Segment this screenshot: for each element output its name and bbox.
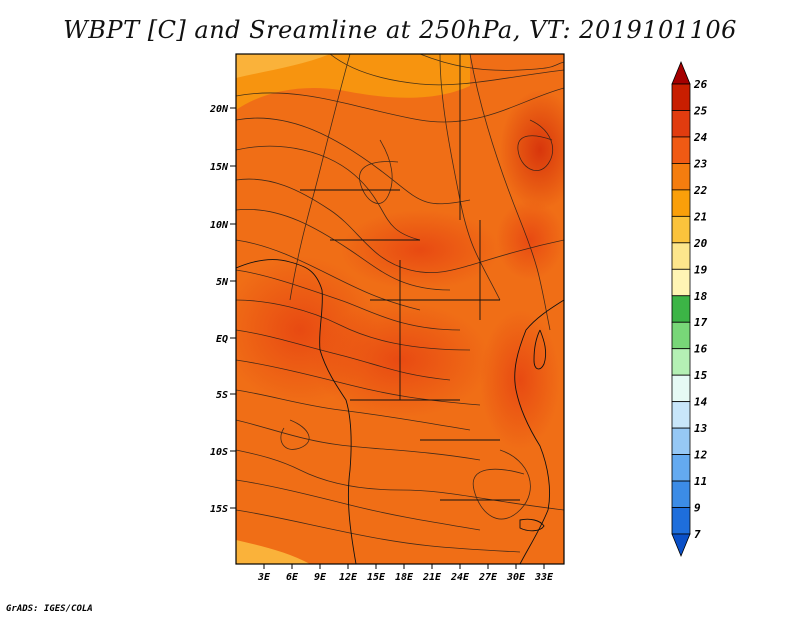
colorbar-label: 11 — [694, 475, 707, 488]
colorbar-label: 16 — [694, 343, 708, 356]
colorbar-swatch — [671, 163, 691, 191]
colorbar-swatch — [671, 401, 691, 429]
colorbar-swatch — [671, 454, 691, 482]
colorbar-swatch — [671, 242, 691, 270]
lat-label: 15S — [210, 504, 228, 515]
lon-label: 12E — [339, 572, 358, 583]
lat-label: EQ — [216, 334, 228, 345]
colorbar-swatch — [671, 507, 691, 535]
colorbar-swatch — [671, 427, 691, 455]
wbpt-23-region-lakes — [480, 310, 560, 450]
lon-label: 21E — [422, 572, 442, 583]
colorbar-label: 18 — [694, 290, 708, 303]
colorbar: 26 25 24 23 22 21 20 19 18 17 16 15 14 13 12 11 9 7 — [671, 60, 708, 558]
lon-label: 15E — [367, 572, 386, 583]
lat-label: 20N — [209, 104, 229, 115]
colorbar-swatch — [671, 110, 691, 138]
colorbar-swatch — [671, 215, 691, 244]
colorbar-top-arrow — [671, 60, 691, 85]
colorbar-label: 17 — [694, 316, 708, 329]
wbpt-22-region-north — [236, 54, 470, 110]
lat-label: 10S — [210, 447, 228, 458]
colorbar-label: 7 — [694, 528, 701, 541]
colorbar-swatch — [671, 136, 691, 164]
colorbar-label: 12 — [694, 449, 708, 462]
coastlines-borders — [236, 54, 564, 564]
lon-label: 33E — [534, 572, 554, 583]
map-plot-area — [236, 54, 564, 564]
lon-label: 24E — [450, 572, 470, 583]
colorbar-bottom-arrow — [671, 533, 691, 558]
colorbar-label: 23 — [693, 157, 708, 170]
colorbar-swatch — [671, 189, 691, 217]
lon-label: 30E — [506, 572, 526, 583]
lat-label: 5S — [216, 390, 228, 401]
colorbar-label: 14 — [694, 396, 708, 409]
colorbar-label: 19 — [694, 263, 708, 276]
lat-axis: 20N 15N 10N 5N EQ 5S 10S 15S — [209, 104, 236, 515]
colorbar-label: 13 — [694, 422, 708, 435]
wbpt-23-region-horn — [496, 200, 564, 280]
colorbar-swatch — [671, 348, 691, 376]
streamlines — [236, 54, 564, 553]
colorbar-label: 15 — [694, 369, 708, 382]
wbpt-21-region-north — [236, 54, 330, 78]
colorbar-swatch — [671, 321, 691, 350]
lon-label: 27E — [478, 572, 498, 583]
colorbar-swatch — [671, 374, 691, 403]
colorbar-label: 21 — [693, 210, 707, 223]
colorbar-label: 24 — [693, 131, 708, 144]
lon-label: 9E — [314, 572, 327, 583]
colorbar-label: 26 — [693, 78, 708, 91]
chart-title: WBPT [C] and Sreamline at 250hPa, VT: 20… — [63, 16, 737, 44]
colorbar-swatch — [671, 480, 691, 508]
lat-label: 5N — [216, 277, 229, 288]
map-frame — [235, 53, 565, 565]
wbpt-24-region-east — [500, 90, 564, 210]
lat-label: 15N — [210, 162, 229, 173]
lon-label: 18E — [395, 572, 414, 583]
colorbar-swatch — [671, 295, 691, 323]
lon-axis: 3E 6E 9E 12E 15E 18E 21E 24E 27E 30E 33E — [257, 564, 554, 583]
colorbar-label: 22 — [693, 184, 708, 197]
lon-label: 3E — [257, 572, 271, 583]
colorbar-swatch — [671, 83, 691, 111]
lat-label: 10N — [210, 220, 229, 231]
colorbar-label: 20 — [693, 237, 708, 250]
colorbar-label: 9 — [694, 502, 701, 515]
wbpt-23-region-sahel — [340, 210, 500, 290]
colorbar-label: 25 — [693, 104, 708, 117]
lon-label: 6E — [286, 572, 299, 583]
grads-credit: GrADS: IGES/COLA — [6, 604, 93, 614]
wbpt-21-region-south — [236, 540, 310, 564]
colorbar-swatch — [671, 268, 691, 297]
